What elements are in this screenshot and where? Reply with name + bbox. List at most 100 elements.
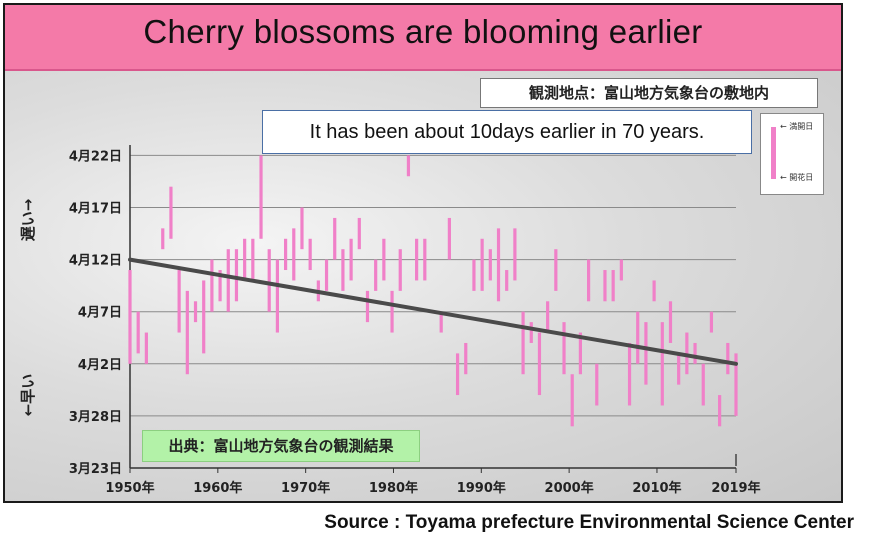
bloom-range-bar-27 xyxy=(357,217,361,250)
bloom-range-bar-15 xyxy=(259,155,263,239)
bloom-range-bar-2 xyxy=(144,332,148,364)
bloom-range-bar-47 xyxy=(529,322,533,343)
source-credit: Source : Toyama prefecture Environmental… xyxy=(324,512,854,533)
x-tick-label-2: 1970年 xyxy=(281,480,330,496)
bloom-range-bar-70 xyxy=(718,395,722,427)
bloom-range-bar-20 xyxy=(300,207,304,250)
bloom-range-bar-9 xyxy=(210,259,214,312)
bloom-range-bar-45 xyxy=(513,228,517,281)
bloom-range-bar-32 xyxy=(398,249,402,291)
bloom-range-bar-17 xyxy=(275,259,280,333)
trend-line xyxy=(128,257,738,366)
bloom-range-bar-62 xyxy=(652,280,656,302)
y-tick-label-4: 4月12日 xyxy=(69,254,122,269)
bloom-range-bar-21 xyxy=(308,238,312,271)
bloom-range-bar-65 xyxy=(677,353,681,385)
title-banner: Cherry blossoms are blooming earlier xyxy=(5,5,841,71)
bloom-range-bar-37 xyxy=(447,217,451,260)
y-axis-later-label: 遅い→ xyxy=(19,199,37,242)
bloom-range-bar-8 xyxy=(202,280,206,354)
bloom-range-bar-18 xyxy=(283,238,288,271)
bloom-range-bar-51 xyxy=(562,322,566,375)
y-tick-label-5: 4月17日 xyxy=(69,202,122,217)
y-tick-label-3: 4月7日 xyxy=(78,306,122,321)
bloom-range-bar-29 xyxy=(374,259,378,291)
bloom-range-bar-36 xyxy=(439,311,443,333)
bloom-range-bar-52 xyxy=(570,374,574,427)
bloom-range-bar-42 xyxy=(488,249,492,281)
bloom-range-bar-16 xyxy=(267,249,271,312)
x-tick-label-7: 2019年 xyxy=(711,480,760,496)
legend-swatch xyxy=(771,127,776,179)
x-tick-label-4: 1990年 xyxy=(457,480,506,496)
bloom-range-bar-0 xyxy=(128,270,132,364)
bloom-range-bar-58 xyxy=(619,259,623,281)
bloom-range-bar-34 xyxy=(415,238,419,281)
data-source-label: 出典：富山地方気象台の観測結果 xyxy=(142,430,420,462)
bloom-range-bar-38 xyxy=(455,353,460,396)
x-tick-label-5: 2000年 xyxy=(545,480,594,496)
bloom-range-bar-67 xyxy=(693,342,697,364)
bloom-range-bar-4 xyxy=(169,186,173,239)
x-tick-label-6: 2010年 xyxy=(632,480,681,496)
bloom-range-bar-7 xyxy=(193,301,198,323)
bloom-range-bar-71 xyxy=(726,342,730,375)
bloom-range-bar-49 xyxy=(546,301,550,333)
legend: ← 満開日 ← 開花日 xyxy=(760,113,824,195)
bloom-range-bar-50 xyxy=(554,249,558,291)
bloom-range-bar-56 xyxy=(603,270,607,302)
bloom-range-bar-33 xyxy=(406,155,411,177)
bloom-range-bar-40 xyxy=(472,259,476,291)
bloom-range-bar-1 xyxy=(136,311,140,354)
bloom-range-bar-13 xyxy=(243,238,247,281)
bloom-range-bar-19 xyxy=(292,228,296,281)
annotation-box: It has been about 10days earlier in 70 y… xyxy=(262,110,752,154)
chart-plot: 3月23日 3月28日 4月2日 4月7日 4月12日 4月17日 4月22日 1950年 19… xyxy=(19,145,761,496)
bloom-range-bar-12 xyxy=(234,249,239,302)
chart-frame: Cherry blossoms are blooming earlier 3月2… xyxy=(3,3,843,503)
bloom-range-bar-61 xyxy=(644,322,648,385)
bloom-range-bar-44 xyxy=(505,270,509,291)
bloom-range-bar-24 xyxy=(333,217,337,260)
legend-label-full-bloom: ← 満開日 xyxy=(780,122,814,131)
bloom-range-bar-46 xyxy=(521,311,525,375)
bloom-range-bar-63 xyxy=(660,322,664,406)
bloom-range-bar-48 xyxy=(537,332,542,396)
bloom-range-bar-54 xyxy=(586,259,591,302)
bloom-range-bar-35 xyxy=(423,238,427,281)
bloom-range-bar-30 xyxy=(382,238,386,281)
bloom-range-bar-14 xyxy=(251,238,255,281)
bloom-range-bar-59 xyxy=(627,342,632,406)
x-tick-label-3: 1980年 xyxy=(369,480,418,496)
bloom-range-bar-41 xyxy=(480,238,484,291)
x-tick-label-1: 1960年 xyxy=(193,480,242,496)
bloom-range-bar-3 xyxy=(161,228,165,250)
bloom-range-bar-55 xyxy=(595,363,599,406)
y-tick-label-2: 4月2日 xyxy=(78,358,122,373)
bloom-range-bar-53 xyxy=(578,332,583,375)
bloom-range-bar-6 xyxy=(185,290,189,375)
bloom-range-bar-10 xyxy=(218,270,222,302)
bloom-range-bar-64 xyxy=(668,301,673,343)
bloom-range-bar-11 xyxy=(226,249,230,312)
y-tick-label-6: 4月22日 xyxy=(69,149,122,164)
y-tick-label-1: 3月28日 xyxy=(69,410,122,425)
bloom-range-bar-72 xyxy=(734,353,738,416)
bloom-range-bar-43 xyxy=(496,228,501,302)
bloom-range-bar-31 xyxy=(390,290,394,333)
bloom-range-bar-69 xyxy=(709,311,714,333)
bloom-range-bar-26 xyxy=(349,238,353,281)
bloom-range-bar-60 xyxy=(636,311,640,364)
bloom-range-bar-5 xyxy=(177,270,181,333)
chart-title: Cherry blossoms are blooming earlier xyxy=(143,13,703,50)
y-tick-label-0: 3月23日 xyxy=(69,462,122,477)
bloom-range-bar-39 xyxy=(464,342,468,375)
x-tick-label-0: 1950年 xyxy=(105,480,154,496)
bloom-range-bar-57 xyxy=(611,270,615,302)
legend-label-first-bloom: ← 開花日 xyxy=(780,173,814,182)
y-axis-earlier-label: ←早い xyxy=(19,374,37,417)
station-label: 観測地点：富山地方気象台の敷地内 xyxy=(480,78,818,108)
bloom-range-bar-25 xyxy=(341,249,345,291)
bloom-range-bar-23 xyxy=(324,259,329,291)
bloom-range-bar-68 xyxy=(701,363,705,406)
